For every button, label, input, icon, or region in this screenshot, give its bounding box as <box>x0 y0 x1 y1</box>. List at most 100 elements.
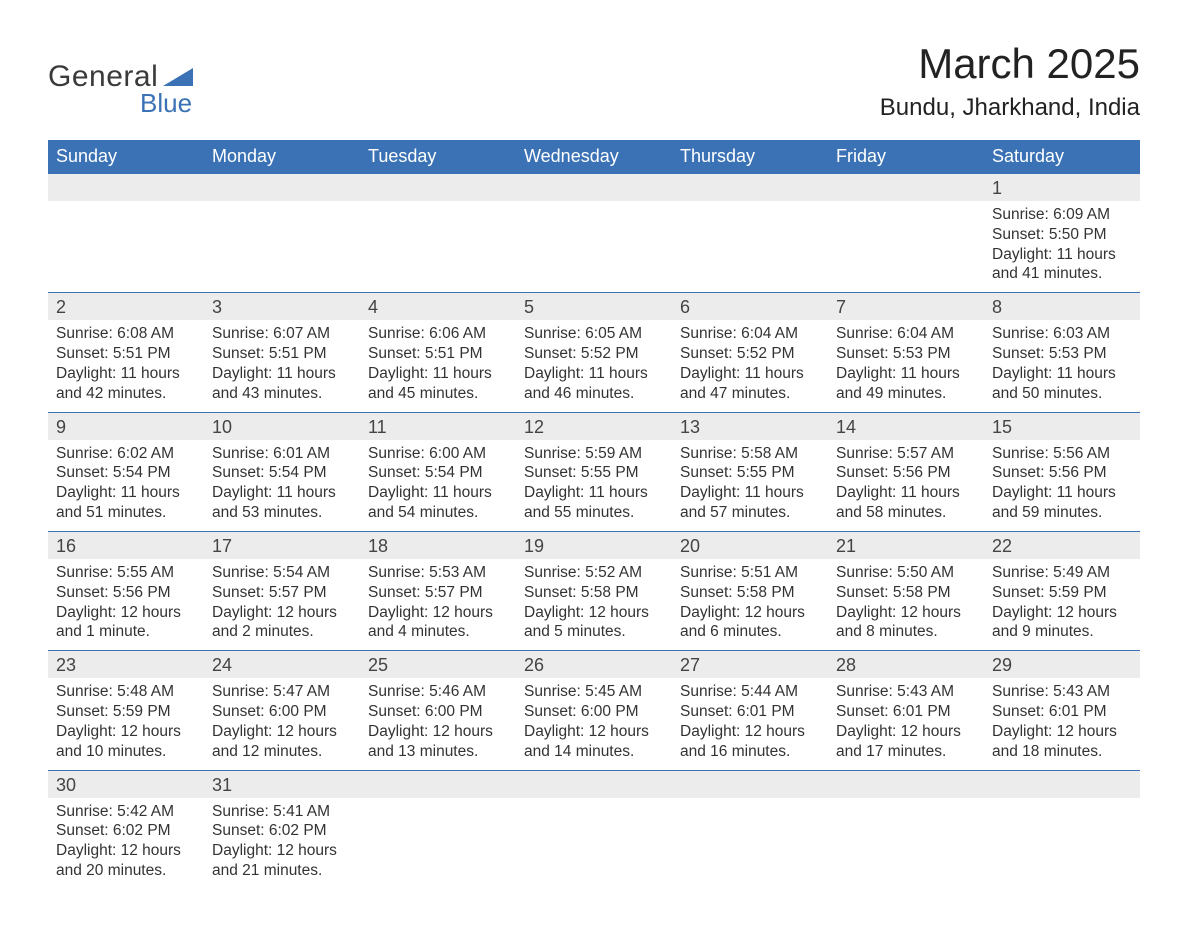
day-detail: Sunrise: 5:54 AMSunset: 5:57 PMDaylight:… <box>204 559 360 651</box>
day-detail: Sunrise: 6:03 AMSunset: 5:53 PMDaylight:… <box>984 320 1140 412</box>
day-detail: Sunrise: 5:44 AMSunset: 6:01 PMDaylight:… <box>672 678 828 770</box>
weekday-header: Friday <box>828 140 984 174</box>
weekday-header: Monday <box>204 140 360 174</box>
day-detail <box>360 798 516 889</box>
day-detail: Sunrise: 5:56 AMSunset: 5:56 PMDaylight:… <box>984 440 1140 532</box>
day-detail: Sunrise: 6:00 AMSunset: 5:54 PMDaylight:… <box>360 440 516 532</box>
day-detail: Sunrise: 6:05 AMSunset: 5:52 PMDaylight:… <box>516 320 672 412</box>
day-detail: Sunrise: 5:48 AMSunset: 5:59 PMDaylight:… <box>48 678 204 770</box>
day-number: 28 <box>828 651 984 679</box>
day-number: 25 <box>360 651 516 679</box>
day-number: 15 <box>984 412 1140 440</box>
day-detail: Sunrise: 5:53 AMSunset: 5:57 PMDaylight:… <box>360 559 516 651</box>
day-number: 30 <box>48 770 204 798</box>
day-detail <box>48 201 204 293</box>
day-detail <box>204 201 360 293</box>
day-detail: Sunrise: 6:09 AMSunset: 5:50 PMDaylight:… <box>984 201 1140 293</box>
day-number: 9 <box>48 412 204 440</box>
day-number: 11 <box>360 412 516 440</box>
week-daynum-row: 1 <box>48 174 1140 202</box>
day-number <box>516 174 672 202</box>
day-number <box>672 770 828 798</box>
day-number: 17 <box>204 531 360 559</box>
day-number <box>828 174 984 202</box>
day-number: 5 <box>516 293 672 321</box>
day-detail: Sunrise: 5:55 AMSunset: 5:56 PMDaylight:… <box>48 559 204 651</box>
day-detail: Sunrise: 5:47 AMSunset: 6:00 PMDaylight:… <box>204 678 360 770</box>
day-detail: Sunrise: 5:43 AMSunset: 6:01 PMDaylight:… <box>828 678 984 770</box>
day-number <box>828 770 984 798</box>
day-number: 13 <box>672 412 828 440</box>
weekday-header: Sunday <box>48 140 204 174</box>
location-subtitle: Bundu, Jharkhand, India <box>880 94 1140 122</box>
day-number: 24 <box>204 651 360 679</box>
day-number: 21 <box>828 531 984 559</box>
day-number: 8 <box>984 293 1140 321</box>
day-number: 23 <box>48 651 204 679</box>
weekday-header: Saturday <box>984 140 1140 174</box>
weekday-header: Wednesday <box>516 140 672 174</box>
week-detail-row: Sunrise: 6:08 AMSunset: 5:51 PMDaylight:… <box>48 320 1140 412</box>
week-detail-row: Sunrise: 5:42 AMSunset: 6:02 PMDaylight:… <box>48 798 1140 889</box>
calendar-body: 1Sunrise: 6:09 AMSunset: 5:50 PMDaylight… <box>48 174 1140 889</box>
week-daynum-row: 9101112131415 <box>48 412 1140 440</box>
day-detail: Sunrise: 6:02 AMSunset: 5:54 PMDaylight:… <box>48 440 204 532</box>
day-number: 19 <box>516 531 672 559</box>
day-detail <box>516 798 672 889</box>
day-detail: Sunrise: 5:58 AMSunset: 5:55 PMDaylight:… <box>672 440 828 532</box>
day-number <box>984 770 1140 798</box>
day-detail: Sunrise: 6:06 AMSunset: 5:51 PMDaylight:… <box>360 320 516 412</box>
day-number: 10 <box>204 412 360 440</box>
day-detail: Sunrise: 6:04 AMSunset: 5:53 PMDaylight:… <box>828 320 984 412</box>
page-header: General Blue March 2025 Bundu, Jharkhand… <box>48 40 1140 122</box>
day-number <box>516 770 672 798</box>
month-title: March 2025 <box>880 40 1140 88</box>
day-detail: Sunrise: 5:45 AMSunset: 6:00 PMDaylight:… <box>516 678 672 770</box>
brand-logo: General Blue <box>48 60 193 119</box>
week-daynum-row: 2345678 <box>48 293 1140 321</box>
day-number <box>672 174 828 202</box>
day-detail: Sunrise: 5:52 AMSunset: 5:58 PMDaylight:… <box>516 559 672 651</box>
day-number: 29 <box>984 651 1140 679</box>
day-number: 1 <box>984 174 1140 202</box>
day-number: 2 <box>48 293 204 321</box>
day-detail <box>360 201 516 293</box>
day-number: 16 <box>48 531 204 559</box>
day-detail <box>672 798 828 889</box>
week-daynum-row: 16171819202122 <box>48 531 1140 559</box>
day-detail: Sunrise: 5:49 AMSunset: 5:59 PMDaylight:… <box>984 559 1140 651</box>
weekday-header: Tuesday <box>360 140 516 174</box>
day-detail: Sunrise: 5:46 AMSunset: 6:00 PMDaylight:… <box>360 678 516 770</box>
day-detail: Sunrise: 5:51 AMSunset: 5:58 PMDaylight:… <box>672 559 828 651</box>
day-number: 14 <box>828 412 984 440</box>
day-detail <box>516 201 672 293</box>
day-detail <box>828 798 984 889</box>
day-number <box>360 770 516 798</box>
day-number <box>360 174 516 202</box>
weekday-header: Thursday <box>672 140 828 174</box>
day-number: 7 <box>828 293 984 321</box>
week-daynum-row: 3031 <box>48 770 1140 798</box>
day-detail <box>984 798 1140 889</box>
day-number: 4 <box>360 293 516 321</box>
day-number: 22 <box>984 531 1140 559</box>
day-number: 12 <box>516 412 672 440</box>
calendar-table: SundayMondayTuesdayWednesdayThursdayFrid… <box>48 140 1140 889</box>
day-number: 20 <box>672 531 828 559</box>
week-detail-row: Sunrise: 6:02 AMSunset: 5:54 PMDaylight:… <box>48 440 1140 532</box>
week-detail-row: Sunrise: 6:09 AMSunset: 5:50 PMDaylight:… <box>48 201 1140 293</box>
day-detail: Sunrise: 6:01 AMSunset: 5:54 PMDaylight:… <box>204 440 360 532</box>
day-number: 6 <box>672 293 828 321</box>
day-detail: Sunrise: 5:43 AMSunset: 6:01 PMDaylight:… <box>984 678 1140 770</box>
day-number <box>48 174 204 202</box>
calendar-head: SundayMondayTuesdayWednesdayThursdayFrid… <box>48 140 1140 174</box>
day-detail: Sunrise: 5:57 AMSunset: 5:56 PMDaylight:… <box>828 440 984 532</box>
day-number: 18 <box>360 531 516 559</box>
day-detail: Sunrise: 6:07 AMSunset: 5:51 PMDaylight:… <box>204 320 360 412</box>
brand-blue: Blue <box>140 88 192 119</box>
day-detail: Sunrise: 6:04 AMSunset: 5:52 PMDaylight:… <box>672 320 828 412</box>
day-number <box>204 174 360 202</box>
day-number: 26 <box>516 651 672 679</box>
week-detail-row: Sunrise: 5:55 AMSunset: 5:56 PMDaylight:… <box>48 559 1140 651</box>
week-daynum-row: 23242526272829 <box>48 651 1140 679</box>
